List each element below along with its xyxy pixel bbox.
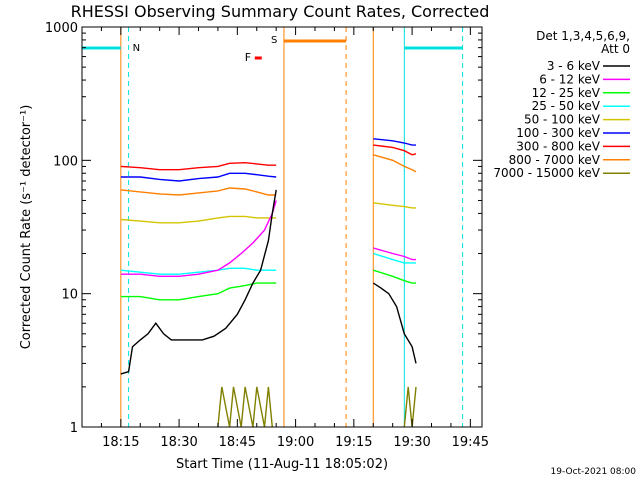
date-stamp: 19-Oct-2021 08:00: [551, 467, 637, 477]
series-line-8-segment-1: [403, 386, 417, 428]
axes: 18:15 18:30 18:45 19:00 19:15 19:30 19:45 1 10 10…: [45, 21, 489, 450]
night-marker-label: N: [133, 43, 140, 54]
y-tick-label: 1: [70, 421, 78, 436]
x-tick-label: 19:45: [452, 435, 489, 450]
series-line-4-segment-1: [373, 252, 416, 264]
series-line-3-segment-0: [120, 215, 277, 224]
x-axis-label: Start Time (11-Aug-11 18:05:02): [176, 457, 388, 472]
y-axis-label: Corrected Count Rate (s⁻¹ detector⁻¹): [19, 105, 34, 350]
legend-label: 3 - 6 keV: [547, 59, 601, 73]
legend-label: 6 - 12 keV: [539, 72, 601, 86]
legend-label: 25 - 50 keV: [532, 99, 601, 113]
y-tick-label: 10: [61, 288, 78, 303]
y-tick-label: 1000: [45, 21, 78, 36]
x-tick-label: 19:00: [277, 435, 314, 450]
series-line-5-segment-0: [120, 200, 277, 277]
legend-label: 800 - 7000 keV: [509, 153, 601, 167]
series-line-6-segment-0: [120, 282, 277, 301]
series-line-2-segment-1: [373, 154, 417, 173]
x-tick-label: 18:45: [219, 435, 256, 450]
series-line-0-segment-0: [120, 161, 277, 171]
x-tick-label: 18:15: [102, 435, 139, 450]
series-line-0-segment-1: [373, 144, 417, 156]
legend-label: 300 - 800 keV: [516, 139, 600, 153]
chart-title: RHESSI Observing Summary Count Rates, Co…: [71, 2, 490, 21]
series-line-1-segment-0: [120, 172, 277, 182]
series-line-7-segment-0: [120, 189, 277, 375]
series-line-3-segment-1: [373, 202, 416, 209]
legend-header-line-2: Att 0: [601, 42, 630, 56]
y-tick-label: 100: [53, 154, 78, 169]
legend-label: 12 - 25 keV: [532, 86, 601, 100]
series-line-8-segment-0: [217, 386, 273, 428]
saa-marker-label: S: [271, 35, 277, 46]
series-lines: [120, 138, 417, 428]
legend-label: 7000 - 15000 keV: [493, 166, 600, 180]
x-tick-label: 18:30: [160, 435, 197, 450]
series-line-2-segment-0: [120, 187, 277, 196]
flare-marker-label: F: [245, 51, 251, 64]
legend-label: 50 - 100 keV: [524, 113, 601, 127]
x-tick-label: 19:30: [393, 435, 430, 450]
legend-label: 100 - 300 keV: [516, 126, 600, 140]
series-line-1-segment-1: [373, 138, 416, 146]
plot-frame: [81, 26, 483, 428]
series-line-6-segment-1: [373, 269, 416, 284]
legend-header-line-1: Det 1,3,4,5,6,9,: [536, 29, 630, 43]
series-line-5-segment-1: [373, 247, 416, 261]
x-tick-label: 19:15: [335, 435, 372, 450]
observing-flags: N S F: [81, 27, 464, 427]
series-line-7-segment-1: [372, 282, 417, 364]
